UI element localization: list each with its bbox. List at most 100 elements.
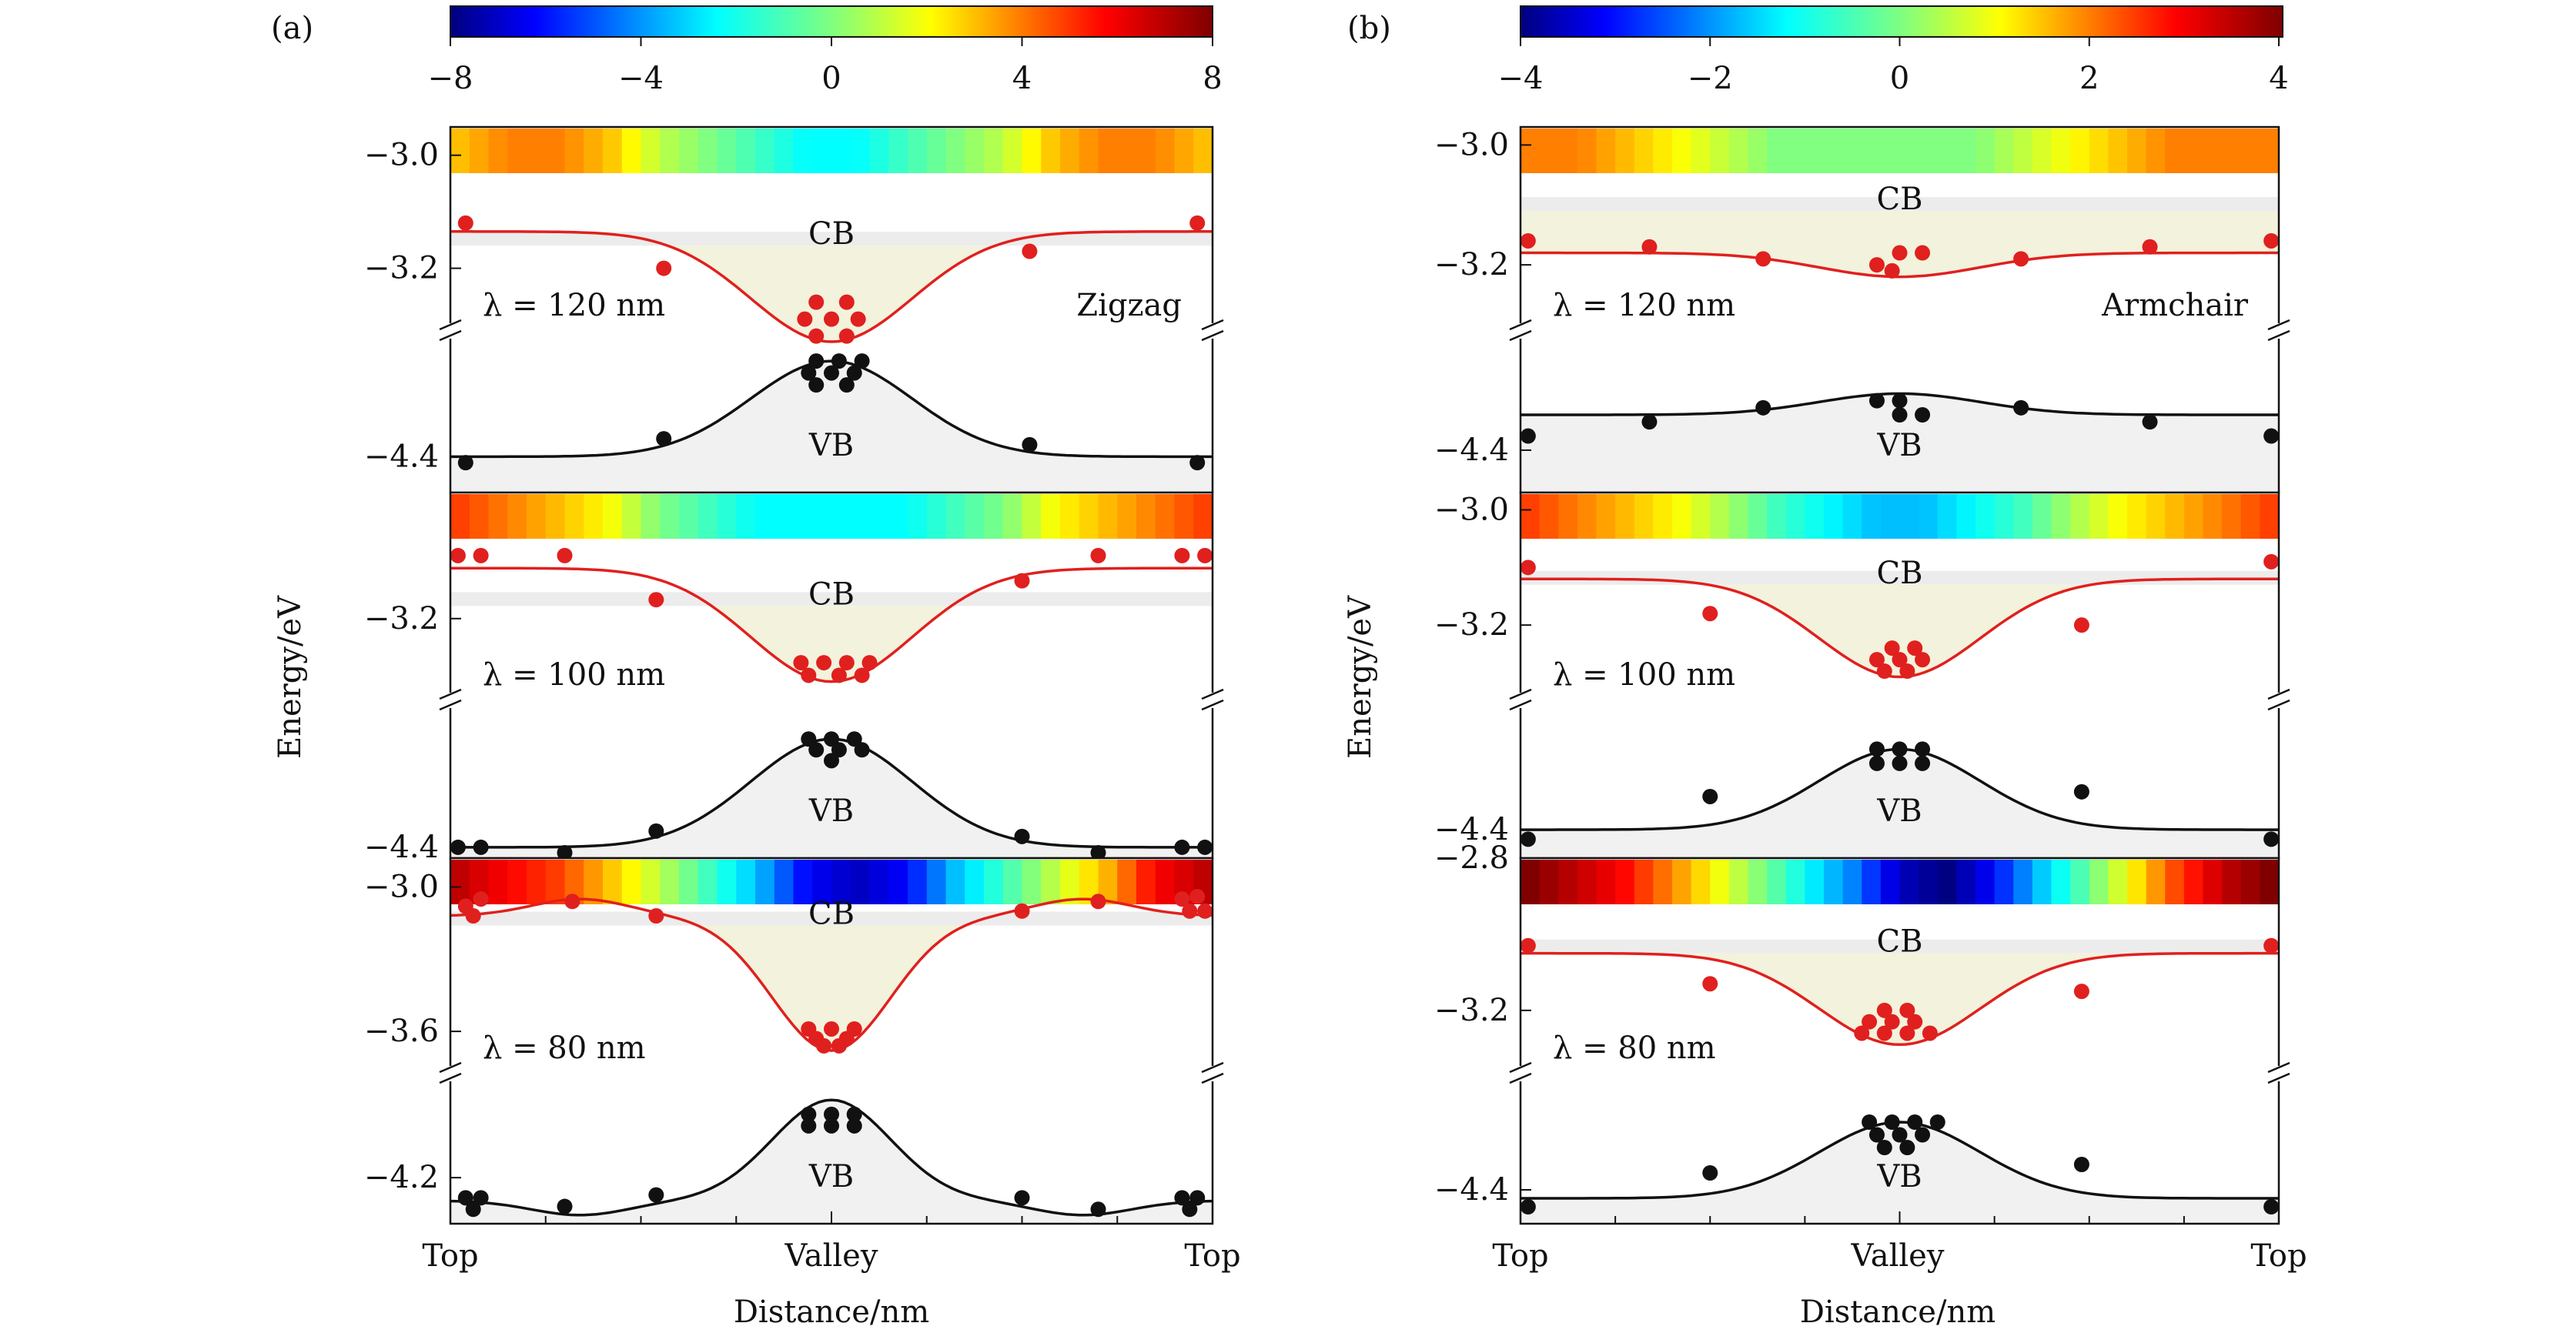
cb-data-point <box>2263 232 2280 249</box>
cb-shade-band <box>450 592 1213 606</box>
axis-break-mark <box>1201 699 1224 711</box>
field-strip-cell <box>812 129 832 173</box>
vb-data-point <box>1174 839 1190 855</box>
field-strip-cell <box>793 494 814 539</box>
axis-break-mark <box>439 1072 462 1084</box>
field-strip-cell <box>736 860 756 904</box>
cb-data-point <box>1884 1014 1900 1030</box>
vb-data-point <box>1892 741 1908 757</box>
field-strip-cell <box>1785 129 1806 173</box>
colorbar-b <box>1520 5 2283 38</box>
cb-data-point <box>816 1037 832 1054</box>
field-strip-cell <box>1002 860 1023 904</box>
field-strip-cell <box>1596 860 1617 904</box>
field-strip-cell <box>1919 860 1939 904</box>
subplot-3: CB VB λ = 80 nm −2.8 −3.2 −4.4 <box>1434 840 2290 1225</box>
field-strip-cell <box>1805 860 1825 904</box>
field-strip-cell <box>621 129 642 173</box>
vb-data-point <box>1090 844 1106 860</box>
axis-break-mark <box>439 688 462 700</box>
vb-data-point <box>1174 1190 1190 1206</box>
cb-data-point <box>1892 245 1908 261</box>
field-strip-cell <box>527 860 547 904</box>
field-strip-cell <box>603 860 623 904</box>
cb-data-point <box>1854 1025 1870 1041</box>
field-strip-cell <box>2260 494 2280 539</box>
field-strip-cell <box>869 494 890 539</box>
colorbar-tick-label: 0 <box>821 61 841 96</box>
field-strip-cell <box>1937 494 1958 539</box>
field-strip-cell <box>1805 494 1825 539</box>
cb-data-point <box>816 655 832 671</box>
vb-data-point <box>846 1118 862 1134</box>
subplot-1: CB VB λ = 120 nm Zigzag −3.0 −3.2 −4.4 <box>364 125 1224 494</box>
cb-data-point <box>801 667 817 683</box>
field-strip-cell <box>1634 860 1654 904</box>
vb-shaded-region <box>450 1100 1213 1224</box>
vb-data-point <box>2263 831 2280 847</box>
vb-data-point <box>1862 1114 1878 1130</box>
cb-data-point <box>1520 937 1536 954</box>
field-strip-cell <box>2222 494 2242 539</box>
field-strip-cell <box>1748 494 1768 539</box>
vb-data-point <box>1868 755 1885 771</box>
vb-data-point <box>1868 741 1885 757</box>
cb-data-point <box>824 1021 839 1037</box>
field-strip-cell <box>1060 129 1080 173</box>
field-strip-cell <box>2165 129 2185 173</box>
x-tick-valley-b: Valley <box>1851 1238 1945 1274</box>
field-strip-cell <box>1767 860 1787 904</box>
field-strip-cell <box>564 129 585 173</box>
field-strip-cell <box>774 860 795 904</box>
axis-break-mark <box>1201 329 1224 342</box>
field-strip-cell <box>945 494 966 539</box>
colorbar-tick-label: 8 <box>1203 61 1222 96</box>
vb-curve <box>450 1098 1213 1217</box>
field-strip-cell <box>926 129 947 173</box>
vb-data-point <box>656 431 672 447</box>
cb-data-point <box>1022 243 1038 259</box>
panel-label-b: (b) <box>1347 11 1391 46</box>
field-strip-cell <box>850 860 871 904</box>
cb-data-point <box>831 1037 847 1054</box>
field-strip-cell <box>1975 129 1996 173</box>
field-strip-cell <box>2183 494 2204 539</box>
vb-data-point <box>824 1106 839 1122</box>
cb-data-point <box>1862 1014 1878 1030</box>
vb-data-point <box>648 823 664 839</box>
subplot-3: CB VB λ = 80 nm −3.0 −3.6 −4.2 <box>364 857 1224 1225</box>
cb-shade-band <box>1521 939 2279 954</box>
vb-data-point <box>824 1118 839 1134</box>
vb-shaded-region <box>1521 393 2279 493</box>
vb-data-point <box>824 731 839 747</box>
y-tick-label: −3.2 <box>364 601 439 636</box>
field-strip-cell <box>1521 494 1541 539</box>
axis-break-mark <box>1509 1061 1532 1074</box>
vb-data-point <box>557 844 573 860</box>
field-strip-cell <box>641 494 661 539</box>
cb-label: CB <box>808 576 855 612</box>
cb-data-point <box>2073 617 2089 633</box>
field-strip-cell <box>488 860 509 904</box>
field-strip-cell <box>1691 129 1711 173</box>
vb-data-point <box>1899 1140 1915 1155</box>
direction-label: Armchair <box>2101 288 2249 323</box>
vb-shaded-region <box>450 361 1213 493</box>
field-strip-cell <box>1880 860 1901 904</box>
axis-break-mark <box>1201 319 1224 331</box>
field-strip-cell <box>831 494 851 539</box>
vb-shaded-region <box>1521 1122 2279 1224</box>
x-tick-top-left-b: Top <box>1492 1238 1548 1274</box>
y-tick-label: −3.0 <box>1434 127 1509 162</box>
field-strip-cell <box>1136 129 1156 173</box>
field-strip-cell <box>527 129 547 173</box>
cb-shaded-region <box>450 925 1213 1051</box>
field-strip-cell <box>2108 860 2128 904</box>
vb-data-point <box>854 353 870 369</box>
cb-data-point <box>1884 262 1900 279</box>
cb-curve <box>450 230 1213 343</box>
colorbar-ticks-a: −8 −4 0 4 8 <box>428 37 1223 96</box>
field-strip-cell <box>1653 129 1673 173</box>
field-strip-cell <box>660 494 680 539</box>
field-strip-cell <box>1136 494 1156 539</box>
